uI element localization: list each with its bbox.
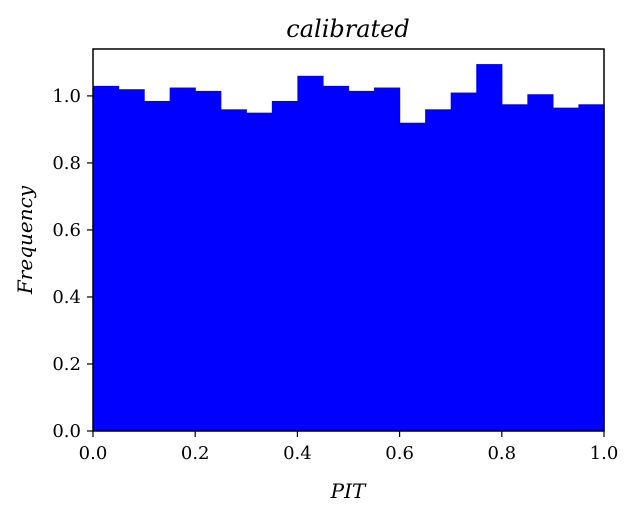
histogram-bar [374,87,401,431]
y-tick-label: 0.6 [52,220,81,241]
histogram-bar [220,109,247,431]
histogram-bar [118,89,145,432]
x-tick-label: 0.6 [385,443,414,464]
y-tick-label: 0.0 [52,421,81,442]
histogram-bar [425,109,452,431]
x-tick-label: 0.0 [79,443,108,464]
x-tick-label: 0.8 [487,443,516,464]
histogram-bar [169,87,196,431]
y-tick-label: 0.4 [52,287,81,308]
histogram-bar [93,85,120,431]
histogram-bar [246,112,273,432]
y-axis-ticks: 0.0 0.2 0.4 0.6 0.8 1.0 [52,86,93,442]
histogram-bar [476,64,503,431]
histogram-bar [578,104,605,431]
x-tick-label: 0.2 [181,443,210,464]
y-tick-label: 0.2 [52,354,81,375]
chart-title: calibrated [286,15,409,43]
x-tick-label: 1.0 [590,443,619,464]
histogram-bars [93,64,605,432]
x-axis-label: PIT [330,479,367,503]
histogram-bar [450,92,477,431]
histogram-bar [322,85,350,431]
x-tick-label: 0.4 [283,443,312,464]
histogram-bar [501,104,528,431]
histogram-bar [348,90,375,432]
histogram-bar [527,94,554,431]
histogram-bar [144,100,171,431]
y-tick-label: 1.0 [52,86,81,107]
histogram-bar [271,100,298,431]
y-tick-label: 0.8 [52,153,81,174]
histogram-bar [297,75,324,432]
histogram-bar [552,107,580,431]
plot-frame [92,48,605,432]
y-axis-label: Frequency [13,185,37,295]
histogram-bar [399,122,426,431]
x-axis-ticks: 0.0 0.2 0.4 0.6 0.8 1.0 [79,431,619,464]
histogram-bar [195,90,222,432]
